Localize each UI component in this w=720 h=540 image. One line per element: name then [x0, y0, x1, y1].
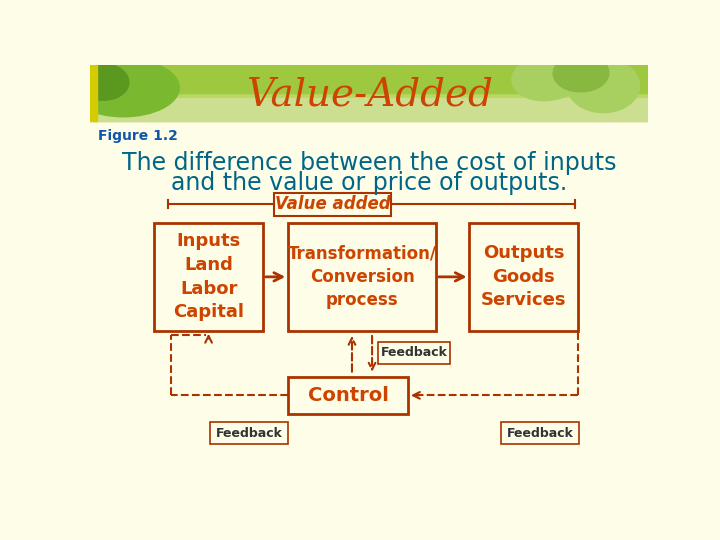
Text: The difference between the cost of inputs: The difference between the cost of input… [122, 151, 616, 174]
Bar [90, 65, 648, 93]
Text: Feedback: Feedback [507, 427, 574, 440]
Text: Inputs
Land
Labor
Capital: Inputs Land Labor Capital [173, 232, 244, 321]
Text: Value-Added: Value-Added [246, 76, 492, 113]
Text: Value added: Value added [275, 195, 390, 213]
FancyBboxPatch shape [469, 223, 578, 331]
Bar [90, 65, 648, 121]
Text: Outputs
Goods
Services: Outputs Goods Services [481, 244, 567, 309]
FancyBboxPatch shape [274, 193, 392, 215]
FancyBboxPatch shape [501, 422, 580, 444]
Text: Transformation/
Conversion
process: Transformation/ Conversion process [287, 244, 436, 309]
Ellipse shape [567, 58, 639, 113]
Text: Feedback: Feedback [380, 347, 447, 360]
FancyBboxPatch shape [288, 223, 436, 331]
Ellipse shape [68, 58, 179, 117]
Text: Figure 1.2: Figure 1.2 [99, 129, 179, 143]
FancyBboxPatch shape [154, 223, 263, 331]
Ellipse shape [553, 55, 609, 92]
FancyBboxPatch shape [378, 342, 450, 364]
FancyBboxPatch shape [288, 377, 408, 414]
Text: Control: Control [307, 386, 389, 405]
Bar [90, 65, 96, 121]
Ellipse shape [73, 63, 129, 100]
FancyBboxPatch shape [210, 422, 288, 444]
Text: and the value or price of outputs.: and the value or price of outputs. [171, 171, 567, 195]
Text: Feedback: Feedback [215, 427, 282, 440]
Ellipse shape [512, 54, 583, 100]
Bar [90, 98, 648, 121]
